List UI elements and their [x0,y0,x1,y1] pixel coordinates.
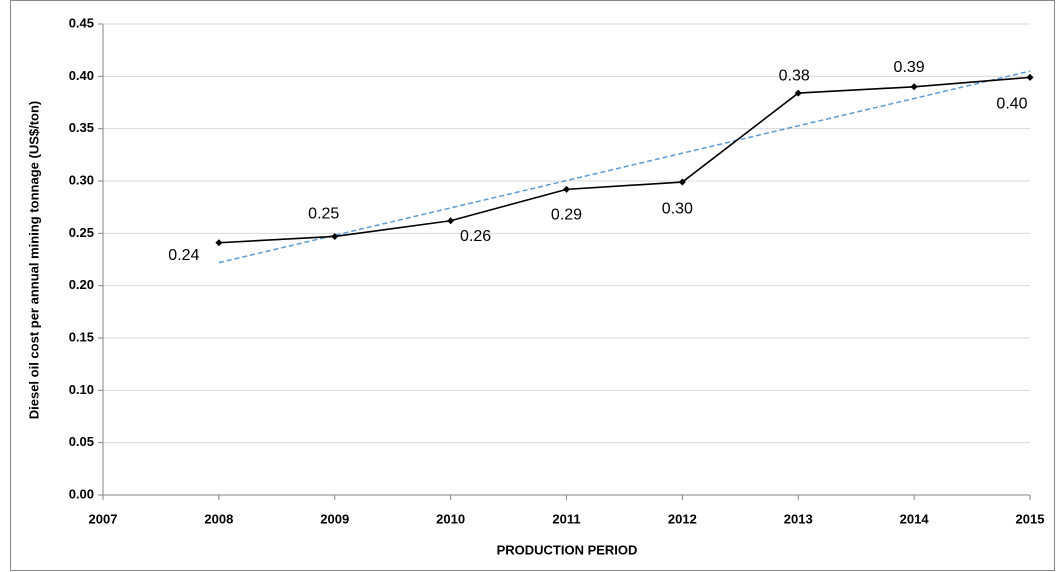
data-label: 0.24 [168,247,199,264]
y-tick-label: 0.45 [69,15,94,30]
data-label: 0.26 [460,228,491,245]
x-tick-label: 2015 [1016,511,1045,526]
x-tick-label: 2012 [668,511,697,526]
x-tick-label: 2007 [89,511,118,526]
data-line [218,76,1031,244]
data-label: 0.38 [779,67,810,84]
data-label: 0.30 [662,200,693,217]
x-tick-label: 2008 [204,511,233,526]
x-tick-label: 2009 [320,511,349,526]
y-tick-label: 0.15 [69,329,94,344]
marker [1026,73,1034,81]
y-tick-label: 0.05 [69,434,94,449]
y-tick-label: 0.30 [69,172,94,187]
data-label: 0.40 [996,96,1027,113]
marker [678,178,686,186]
y-axis-title: Diesel oil cost per annual mining tonnag… [26,101,41,420]
x-tick-label: 2011 [552,511,580,526]
marker [215,239,223,247]
data-label: 0.25 [308,206,339,223]
x-tick-label: 2014 [900,511,930,526]
marker [910,83,918,91]
y-tick-label: 0.35 [69,120,94,135]
y-tick-label: 0.40 [69,68,94,83]
x-axis-title: PRODUCTION PERIOD [497,542,638,557]
y-tick-label: 0.10 [69,382,94,397]
chart-border [10,0,1055,571]
marker [331,232,339,240]
y-tick-label: 0.00 [69,486,94,501]
x-tick-label: 2010 [436,511,465,526]
marker [794,89,802,97]
marker [447,217,455,225]
trendline [218,70,1031,264]
x-tick-label: 2013 [784,511,813,526]
data-label: 0.39 [894,59,925,76]
marker [563,185,570,193]
y-tick-label: 0.20 [69,277,94,292]
data-label: 0.29 [551,207,582,224]
y-tick-label: 0.25 [69,225,94,240]
